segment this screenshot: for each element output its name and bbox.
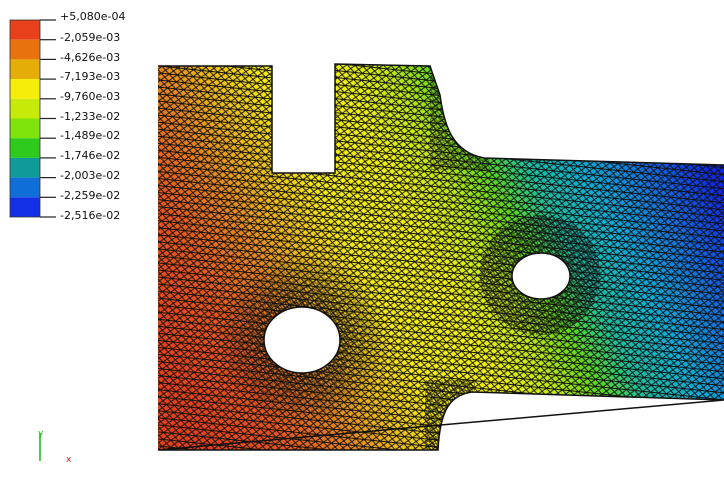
y-axis-label: y — [38, 429, 44, 439]
axis-triad: y x — [38, 429, 72, 465]
legend-swatch — [10, 98, 40, 119]
hole-small — [511, 252, 571, 300]
legend-swatch — [10, 20, 40, 40]
meshed-part[interactable] — [150, 60, 724, 455]
legend-color-bar — [9, 19, 56, 218]
legend-label: -9,760e-03 — [60, 90, 121, 103]
legend-swatch — [10, 79, 40, 99]
legend-swatch — [10, 177, 40, 198]
legend-swatch — [10, 39, 40, 60]
legend-label: -7,193e-03 — [60, 70, 121, 83]
legend-label: -1,233e-02 — [60, 110, 121, 123]
x-axis-label: x — [66, 455, 72, 465]
legend-swatch — [10, 197, 40, 217]
legend-label: -2,259e-02 — [60, 189, 121, 202]
legend-swatch — [10, 138, 40, 158]
legend-swatch — [10, 157, 40, 178]
contour-legend: +5,080e-04 -2,059e-03 -4,626e-03 -7,193e… — [0, 0, 150, 235]
legend-swatch — [10, 59, 40, 80]
legend-label: -1,746e-02 — [60, 149, 121, 162]
legend-swatch — [10, 118, 40, 139]
hole-large — [263, 306, 341, 374]
legend-label: +5,080e-04 — [60, 10, 126, 23]
mesh-refined-lines — [158, 64, 724, 450]
legend-label: -1,489e-02 — [60, 129, 121, 142]
legend-label: -4,626e-03 — [60, 51, 121, 64]
legend-label: -2,516e-02 — [60, 209, 121, 222]
legend-label: -2,059e-03 — [60, 31, 121, 44]
legend-label: -2,003e-02 — [60, 169, 121, 182]
part-outline — [157, 63, 724, 451]
